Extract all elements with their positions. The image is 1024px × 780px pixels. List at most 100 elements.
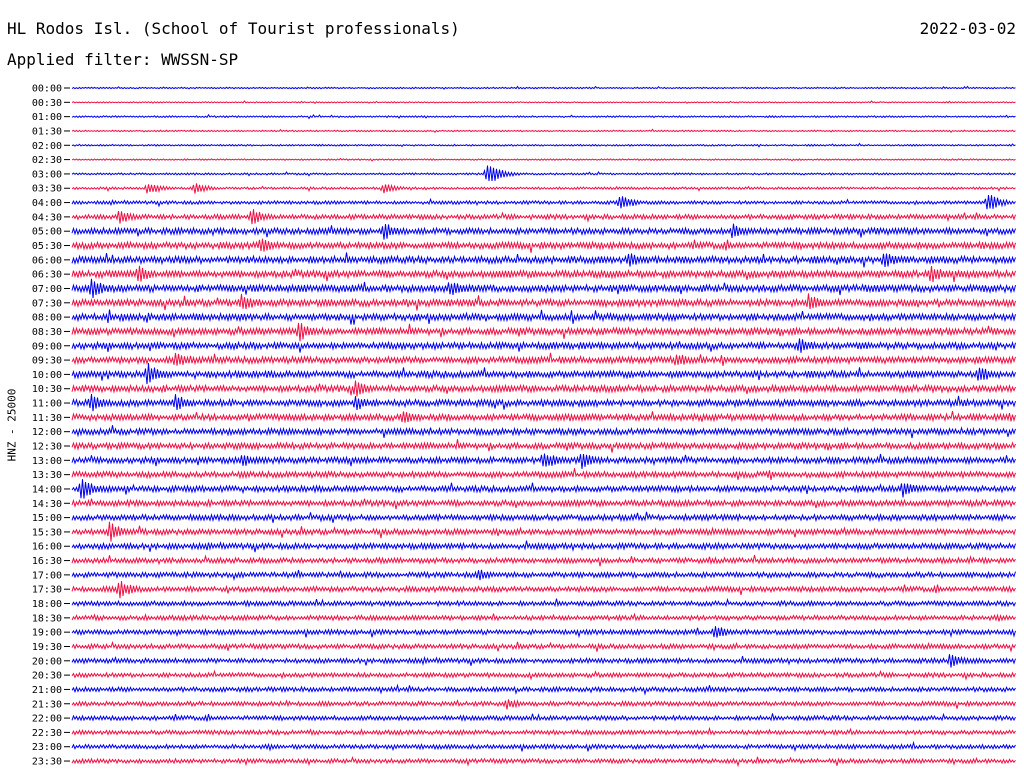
seismic-trace-0500: [71, 223, 1016, 240]
seismic-trace-1530: [71, 521, 1016, 542]
time-tick-label: 19:30: [32, 642, 62, 653]
time-tick-label: 13:30: [32, 470, 62, 481]
seismic-trace-0600: [71, 252, 1016, 268]
time-tick-label: 04:30: [32, 212, 62, 223]
time-tick-label: 13:00: [32, 456, 62, 467]
seismic-trace-0700: [71, 278, 1016, 298]
seismic-trace-1230: [71, 439, 1016, 453]
time-tick-label: 17:30: [32, 585, 62, 596]
seismic-trace-2000: [71, 654, 1016, 668]
time-tick-label: 23:00: [32, 742, 62, 753]
time-tick-label: 19:00: [32, 628, 62, 639]
time-tick-label: 09:00: [32, 341, 62, 352]
time-tick-label: 15:30: [32, 527, 62, 538]
time-tick-label: 11:30: [32, 413, 62, 424]
seismic-trace-0800: [71, 309, 1016, 325]
seismic-trace-0230: [71, 157, 1016, 162]
seismic-trace-0030: [71, 100, 1016, 105]
time-tick-label: 03:00: [32, 169, 62, 180]
time-tick-label: 00:00: [32, 84, 62, 95]
applied-filter: Applied filter: WWSSN-SP: [7, 50, 239, 69]
time-tick-label: 23:30: [32, 757, 62, 768]
time-tick-label: 08:30: [32, 327, 62, 338]
seismic-trace-1630: [71, 554, 1016, 567]
time-tick-label: 21:00: [32, 685, 62, 696]
time-tick-label: 14:00: [32, 484, 62, 495]
seismic-trace-0730: [71, 293, 1016, 311]
time-tick-label: 18:30: [32, 613, 62, 624]
seismic-trace-2130: [71, 698, 1016, 710]
time-tick-label: 20:00: [32, 656, 62, 667]
seismic-trace-0330: [71, 183, 1016, 194]
time-tick-label: 16:00: [32, 542, 62, 553]
trace-group: [71, 85, 1016, 768]
time-tick-label: 11:00: [32, 399, 62, 410]
seismic-trace-0100: [71, 113, 1016, 120]
seismic-trace-0630: [71, 265, 1016, 283]
time-tick-labels: 00:00 00:30 01:00 01:30 02:00 02:30 03:00 03:30…: [32, 84, 70, 768]
seismic-trace-2300: [71, 740, 1016, 753]
seismic-trace-1700: [71, 569, 1016, 581]
time-tick-label: 01:00: [32, 112, 62, 123]
time-tick-label: 10:00: [32, 370, 62, 381]
time-tick-label: 02:30: [32, 155, 62, 166]
time-tick-label: 03:30: [32, 184, 62, 195]
seismic-trace-0530: [71, 238, 1016, 253]
time-tick-label: 17:00: [32, 570, 62, 581]
time-tick-label: 12:30: [32, 442, 62, 453]
time-tick-label: 09:30: [32, 356, 62, 367]
seismic-trace-1400: [71, 479, 1016, 499]
seismic-trace-1000: [71, 363, 1016, 385]
seismic-trace-1500: [71, 511, 1016, 523]
seismic-trace-0430: [71, 209, 1016, 225]
time-tick-label: 06:30: [32, 270, 62, 281]
seismic-trace-1730: [71, 580, 1016, 599]
seismic-trace-1300: [71, 453, 1016, 469]
seismic-trace-1200: [71, 425, 1016, 439]
seismic-trace-1130: [71, 411, 1016, 423]
time-tick-label: 10:30: [32, 384, 62, 395]
seismic-trace-2200: [71, 712, 1016, 722]
station-title: HL Rodos Isl. (School of Tourist profess…: [7, 19, 460, 38]
seismic-trace-1100: [71, 393, 1016, 412]
seismic-trace-1600: [71, 540, 1016, 553]
time-tick-label: 04:00: [32, 198, 62, 209]
seismic-trace-0300: [71, 165, 1016, 182]
seismic-trace-0130: [71, 128, 1016, 133]
record-date: 2022-03-02: [919, 19, 1016, 38]
seismic-trace-2030: [71, 669, 1016, 681]
seismic-trace-2100: [71, 683, 1016, 696]
time-tick-label: 16:30: [32, 556, 62, 567]
seismic-trace-2330: [71, 755, 1016, 768]
seismic-trace-0000: [71, 85, 1016, 90]
seismic-trace-1900: [71, 626, 1016, 639]
seismic-trace-1930: [71, 640, 1016, 653]
time-tick-label: 01:30: [32, 126, 62, 137]
seismic-trace-1800: [71, 597, 1016, 608]
seismic-trace-2230: [71, 726, 1016, 737]
seismic-trace-0830: [71, 322, 1016, 342]
seismic-trace-0400: [71, 195, 1016, 210]
seismic-trace-0900: [71, 338, 1016, 353]
time-tick-label: 22:30: [32, 728, 62, 739]
time-tick-label: 14:30: [32, 499, 62, 510]
time-tick-label: 08:00: [32, 313, 62, 324]
time-tick-label: 20:30: [32, 671, 62, 682]
seismic-trace-1430: [71, 498, 1016, 510]
time-tick-label: 18:00: [32, 599, 62, 610]
seismic-trace-1330: [71, 468, 1016, 480]
time-tick-label: 06:00: [32, 255, 62, 266]
time-tick-label: 05:00: [32, 227, 62, 238]
time-tick-label: 02:00: [32, 141, 62, 152]
seismic-trace-0200: [71, 142, 1016, 148]
seismic-trace-1030: [71, 380, 1016, 397]
time-tick-label: 21:30: [32, 699, 62, 710]
time-tick-label: 22:00: [32, 714, 62, 725]
seismic-trace-0930: [71, 352, 1016, 366]
seismic-trace-1830: [71, 612, 1016, 622]
time-tick-label: 00:30: [32, 98, 62, 109]
time-tick-label: 15:00: [32, 513, 62, 524]
time-tick-label: 05:30: [32, 241, 62, 252]
time-tick-label: 12:00: [32, 427, 62, 438]
